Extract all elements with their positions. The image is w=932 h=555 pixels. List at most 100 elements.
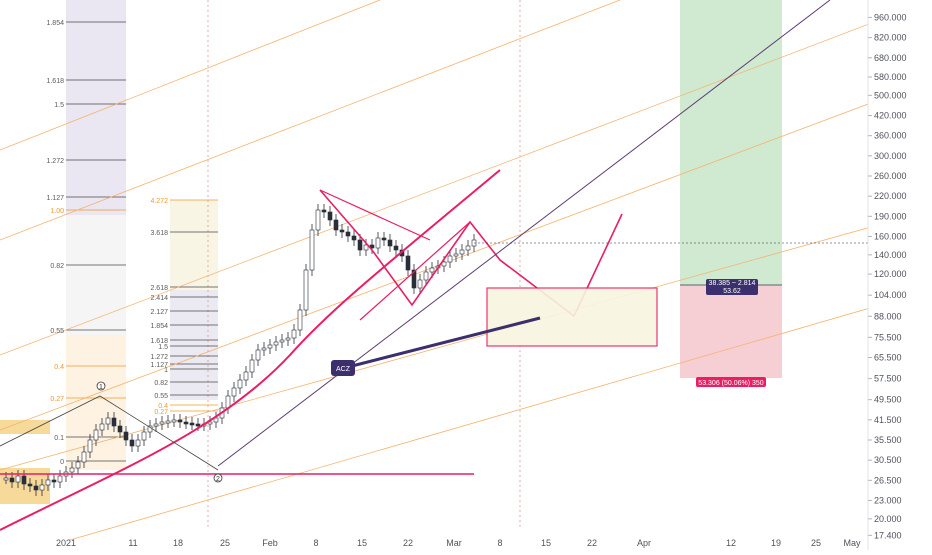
fib-label-left: 0.1 — [54, 435, 64, 442]
fib-label-mid: 0.82 — [154, 380, 168, 387]
target-zone-label: 38.385 ~ 2.814 — [709, 280, 756, 287]
candle-body — [315, 209, 321, 231]
candle-body — [351, 235, 357, 241]
x-tick-label: 12 — [726, 538, 736, 548]
x-tick-label: 19 — [771, 538, 781, 548]
candle-body — [171, 419, 177, 423]
candle-body — [141, 431, 147, 441]
y-tick-label: 500.000 — [874, 90, 907, 100]
candle-body — [441, 261, 447, 267]
fib-label-mid: 0.27 — [154, 409, 168, 416]
candle-body — [309, 229, 315, 271]
candle-body — [285, 337, 291, 341]
candle-body — [99, 423, 105, 431]
y-tick-label: 300.000 — [874, 151, 907, 161]
fib-label-mid: 2.127 — [150, 309, 168, 316]
candle-body — [381, 237, 387, 241]
candle-body — [357, 239, 363, 251]
y-tick-label: 30.500 — [874, 455, 902, 465]
stop-zone — [680, 285, 782, 378]
x-tick-label: 2021 — [56, 538, 76, 548]
candle-body — [333, 219, 339, 231]
target-zone-label-bg — [706, 279, 758, 295]
candle-body — [231, 387, 237, 397]
fib-label-left: 0.4 — [54, 364, 64, 371]
acz-arrow — [351, 316, 541, 368]
supply-block — [0, 420, 50, 434]
candle-body — [423, 271, 429, 281]
candle-body — [45, 479, 51, 486]
y-tick-label: 140.000 — [874, 250, 907, 260]
acz-callout-bg — [331, 360, 355, 376]
fib-label-mid: 0.55 — [154, 393, 168, 400]
fib-label-mid: 1 — [164, 367, 168, 374]
candle-body — [459, 249, 465, 255]
fib-label-mid: 2.414 — [150, 295, 168, 302]
fib-label-left: 0 — [60, 459, 64, 466]
candle-body — [387, 239, 393, 247]
fib-label-left: 1.272 — [46, 158, 64, 165]
x-tick-label: 22 — [587, 538, 597, 548]
candle-body — [303, 269, 309, 311]
fib-label-mid: 1.127 — [150, 362, 168, 369]
candle-body — [27, 483, 33, 487]
candle-body — [57, 475, 63, 483]
price-axis-background — [868, 0, 932, 550]
candle-body — [195, 423, 201, 427]
target-zone-label: 53.62 — [723, 288, 741, 295]
x-tick-label: May — [843, 538, 861, 548]
candle-body — [39, 484, 45, 491]
candle-body — [69, 467, 75, 473]
y-tick-label: 120.000 — [874, 269, 907, 279]
x-tick-label: 11 — [128, 538, 137, 548]
wave-marker-label: 2 — [216, 476, 220, 483]
channel-line — [0, 79, 932, 431]
x-tick-label: 22 — [403, 538, 413, 548]
fib-label-mid: 4.272 — [150, 198, 168, 205]
y-tick-label: 23.000 — [874, 496, 902, 506]
y-tick-label: 75.500 — [874, 332, 902, 342]
wedge-lower-line — [359, 221, 471, 321]
candle-body — [447, 255, 453, 263]
stop-zone-label: 53.306 (50.06%) 350 — [698, 380, 763, 387]
candle-body — [411, 269, 417, 289]
candle-body — [135, 439, 141, 447]
wedge-upper-line — [319, 189, 431, 241]
y-tick-label: 420.000 — [874, 111, 907, 121]
stop-zone-label-bg — [696, 377, 766, 387]
y-tick-label: 88.000 — [874, 311, 902, 321]
candle-body — [3, 477, 9, 481]
y-tick-label: 65.500 — [874, 353, 902, 363]
fib-label-left: 1.854 — [46, 20, 64, 27]
fib-label-left: 0.27 — [50, 396, 64, 403]
candle-body — [465, 245, 471, 251]
fib-label-left: 1.127 — [46, 195, 64, 202]
y-tick-label: 580.000 — [874, 72, 907, 82]
x-tick-label: Apr — [637, 538, 651, 548]
fib-box-left-lower — [66, 335, 126, 470]
candle-body — [153, 423, 159, 427]
candle-body — [51, 479, 57, 483]
candle-body — [93, 429, 99, 441]
y-tick-label: 360.000 — [874, 131, 907, 141]
candle-body — [417, 279, 423, 289]
fib-label-left: 1.5 — [54, 102, 64, 109]
candle-body — [87, 439, 93, 453]
candle-body — [267, 344, 273, 349]
target-box — [486, 287, 658, 347]
y-tick-label: 41.500 — [874, 415, 902, 425]
fib-label-mid: 3.618 — [150, 230, 168, 237]
candle-body — [159, 421, 165, 425]
y-tick-label: 260.000 — [874, 171, 907, 181]
y-tick-label: 820.000 — [874, 33, 907, 43]
pink-support-curve — [0, 169, 501, 531]
fib-box-left-mid — [66, 215, 126, 335]
candle-body — [183, 421, 189, 425]
candle-body — [393, 245, 399, 251]
y-tick-label: 220.000 — [874, 191, 907, 201]
candle-body — [9, 477, 15, 483]
fib-label-mid: 1.854 — [150, 323, 168, 330]
y-tick-label: 20.000 — [874, 514, 902, 524]
